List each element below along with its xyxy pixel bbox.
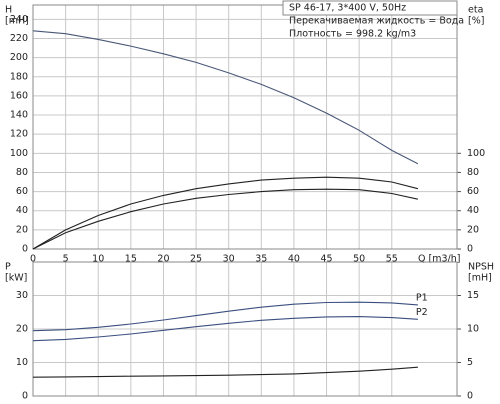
y-tick-label: 140 — [10, 110, 28, 121]
annotation: Плотность = 998.2 kg/m3 — [289, 29, 416, 40]
x-tick-label: 0 — [30, 254, 36, 265]
y-axis-unit: [kW] — [5, 273, 27, 284]
plot-frame — [32, 4, 458, 250]
y-axis-label: H — [5, 5, 12, 16]
x-axis-label: Q [m3/h] — [418, 254, 460, 265]
y-tick-label: 200 — [10, 52, 28, 63]
y-tick-label: 180 — [10, 71, 28, 82]
y2-axis-label: eta — [468, 5, 483, 16]
y2-tick-label: 80 — [467, 167, 479, 178]
y2-tick-label: 5 — [467, 357, 473, 368]
y2-tick-label: 0 — [467, 244, 473, 255]
annotation: SP 46-17, 3*400 V, 50Hz — [289, 3, 406, 14]
y-tick-label: 160 — [10, 90, 28, 101]
y-tick-label: 60 — [16, 186, 28, 197]
series-line — [32, 176, 419, 250]
series-line — [32, 188, 419, 250]
y2-tick-label: 100 — [467, 148, 485, 159]
y-tick-label: 220 — [10, 33, 28, 44]
y2-tick-label: 0 — [467, 391, 473, 401]
y-tick-label: 30 — [16, 290, 28, 301]
x-tick-label: 15 — [125, 254, 137, 265]
annotation: Перекачиваемая жидкость = Вода — [289, 16, 464, 27]
x-tick-label: 5 — [63, 254, 69, 265]
series-line — [32, 366, 418, 378]
series-line — [32, 316, 418, 342]
series-label: P1 — [416, 292, 428, 303]
y2-tick-label: 60 — [467, 186, 479, 197]
y2-axis-label: NPSH — [468, 262, 494, 273]
y-tick-label: 40 — [16, 205, 28, 216]
x-tick-label: 30 — [223, 254, 235, 265]
x-tick-label: 10 — [92, 254, 104, 265]
y-tick-label: 0 — [22, 244, 28, 255]
y2-tick-label: 40 — [467, 205, 479, 216]
y-tick-label: 10 — [16, 357, 28, 368]
x-tick-label: 40 — [288, 254, 300, 265]
y2-tick-label: 20 — [467, 224, 479, 235]
y-axis-unit: [mH] — [5, 16, 29, 27]
info-box — [282, 0, 458, 16]
x-tick-label: 20 — [157, 254, 169, 265]
plot-frame — [32, 261, 458, 397]
y2-tick-label: 15 — [467, 290, 479, 301]
y-tick-label: 240 — [10, 14, 28, 25]
series-label: P2 — [416, 307, 428, 318]
y2-axis-unit: [%] — [468, 16, 484, 27]
x-tick-label: 25 — [190, 254, 202, 265]
series-line — [32, 301, 418, 332]
x-tick-label: 45 — [320, 254, 332, 265]
y-tick-label: 20 — [16, 324, 28, 335]
y-tick-label: 120 — [10, 129, 28, 140]
x-tick-label: 35 — [255, 254, 267, 265]
y2-tick-label: 10 — [467, 324, 479, 335]
y-axis-label: P — [5, 262, 11, 273]
x-tick-label: 50 — [353, 254, 365, 265]
y2-axis-unit: [mH] — [468, 273, 492, 284]
series-line — [32, 30, 419, 165]
y-tick-label: 100 — [10, 148, 28, 159]
y-tick-label: 80 — [16, 167, 28, 178]
x-tick-label: 55 — [386, 254, 398, 265]
y-tick-label: 20 — [16, 224, 28, 235]
y-tick-label: 0 — [22, 391, 28, 401]
